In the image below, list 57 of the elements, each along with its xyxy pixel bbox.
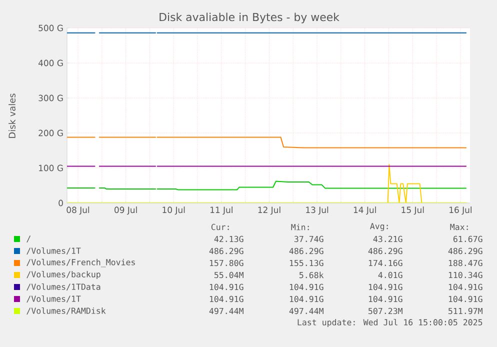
chart-title: Disk avaliable in Bytes - by week: [160, 12, 340, 24]
text: Cur:: [211, 224, 229, 230]
text: 55.04M: [214, 272, 244, 278]
text: 104.91G: [290, 284, 324, 290]
text: 486.29G: [289, 248, 324, 254]
text: 5.68k: [299, 272, 324, 278]
x-tick-label: 11 Jul: [210, 206, 232, 215]
text: 104.91G: [448, 296, 482, 302]
text: 157.80G: [210, 260, 244, 266]
text: Last update: Wed Jul 16 15:00:05 2025: [298, 318, 482, 328]
text: Min:: [291, 224, 309, 230]
text: 110.34G: [448, 272, 482, 278]
legend-label: /Volumes/1TData: [26, 283, 100, 291]
x-tick-label: 08 Jul: [66, 206, 90, 215]
text: 43.21G: [373, 236, 402, 242]
text: 104.91G: [210, 296, 244, 302]
text: 42.13G: [214, 236, 244, 242]
text: 497.44M: [209, 308, 244, 314]
text: Avg:: [370, 223, 388, 231]
x-tick-label: 16 Jul: [450, 206, 472, 215]
legend-label: /: [26, 236, 31, 242]
legend-label: /Volumes/1T: [26, 247, 81, 255]
x-tick-label: 12 Jul: [258, 206, 280, 215]
y-tick-label: 500 G: [38, 24, 63, 32]
legend-label: /Volumes/backup: [26, 270, 100, 280]
y-tick-label: 400 G: [38, 60, 63, 66]
text: 4.01G: [378, 272, 402, 278]
y-axis-title: Disk vales: [8, 94, 16, 138]
y-tick-label: 100 G: [39, 164, 63, 172]
y-tick-label: 300 G: [38, 94, 63, 102]
x-tick-label: 09 Jul: [114, 206, 137, 215]
x-tick-label: 15 Jul: [402, 206, 424, 215]
text: 497.44M: [289, 308, 324, 314]
y-tick-label: 0: [58, 200, 63, 206]
y-tick-label: 200 G: [38, 130, 63, 136]
legend-label: /Volumes/RAMDisk: [26, 307, 106, 315]
text: Max:: [450, 224, 468, 230]
x-tick-label: 13 Jul: [306, 206, 328, 215]
text: 104.91G: [210, 284, 244, 290]
legend-label: /Volumes/1T: [26, 295, 81, 303]
text: 486.29G: [448, 248, 482, 254]
text: 188.47G: [448, 260, 482, 266]
text: 104.91G: [368, 284, 402, 290]
text: 511.97M: [448, 308, 482, 314]
text: 104.91G: [448, 284, 482, 290]
text: 174.16G: [368, 260, 402, 266]
text: 104.91G: [290, 296, 324, 302]
text: 155.13G: [290, 260, 324, 266]
text: 507.23M: [368, 308, 402, 314]
text: 486.29G: [368, 248, 402, 254]
text: 104.91G: [368, 296, 402, 302]
text: 486.29G: [209, 248, 244, 254]
text: 61.67G: [453, 236, 482, 242]
text: 37.74G: [294, 236, 324, 242]
x-tick-label: 10 Jul: [162, 206, 185, 215]
x-tick-label: 14 Jul: [354, 206, 376, 215]
legend-label: /Volumes/French_Movies: [26, 258, 135, 268]
